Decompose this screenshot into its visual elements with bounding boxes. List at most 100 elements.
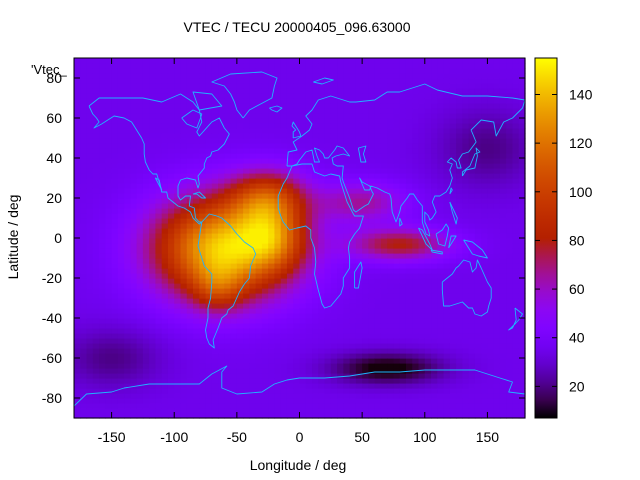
heatmap-cell — [136, 398, 144, 404]
heatmap-cell — [349, 148, 357, 154]
heatmap-cell — [456, 218, 463, 224]
heatmap-cell — [249, 378, 257, 384]
heatmap-cell — [218, 113, 225, 119]
heatmap-cell — [299, 143, 307, 149]
heatmap-cell — [424, 208, 432, 214]
heatmap-cell — [255, 63, 263, 69]
heatmap-cell — [418, 103, 426, 109]
heatmap-cell — [186, 368, 194, 374]
heatmap-cell — [74, 103, 81, 109]
heatmap-cell — [474, 258, 482, 264]
heatmap-cell — [230, 168, 238, 174]
heatmap-cell — [493, 103, 501, 109]
heatmap-cell — [274, 368, 282, 374]
heatmap-cell — [155, 73, 163, 79]
heatmap-cell — [362, 353, 369, 359]
heatmap-cell — [92, 63, 100, 69]
heatmap-cell — [443, 313, 451, 319]
heatmap-cell — [218, 343, 225, 349]
heatmap-cell — [286, 268, 294, 274]
heatmap-cell — [399, 323, 407, 329]
heatmap-cell — [487, 253, 495, 259]
heatmap-cell — [230, 138, 238, 144]
heatmap-cell — [105, 383, 113, 389]
heatmap-cell — [299, 83, 307, 89]
heatmap-cell — [487, 133, 495, 139]
heatmap-cell — [293, 83, 301, 89]
heatmap-cell — [506, 413, 514, 419]
heatmap-cell — [261, 353, 269, 359]
heatmap-cell — [393, 213, 401, 219]
heatmap-cell — [243, 203, 250, 209]
heatmap-cell — [224, 408, 232, 414]
heatmap-cell — [149, 138, 157, 144]
heatmap-cell — [174, 228, 182, 234]
heatmap-cell — [437, 83, 445, 89]
heatmap-cell — [437, 108, 445, 114]
heatmap-cell — [105, 213, 113, 219]
heatmap-cell — [355, 253, 363, 259]
heatmap-cell — [299, 118, 307, 124]
heatmap-cell — [199, 148, 207, 154]
heatmap-cell — [412, 233, 420, 239]
heatmap-cell — [124, 133, 131, 139]
heatmap-cell — [224, 228, 232, 234]
heatmap-cell — [456, 328, 463, 334]
heatmap-cell — [261, 198, 269, 204]
heatmap-cell — [349, 113, 357, 119]
heatmap-cell — [149, 63, 157, 69]
heatmap-cell — [487, 388, 495, 394]
heatmap-cell — [167, 318, 175, 324]
heatmap-cell — [412, 308, 420, 314]
heatmap-cell — [211, 408, 219, 414]
heatmap-cell — [180, 363, 188, 369]
heatmap-cell — [161, 403, 169, 409]
heatmap-cell — [124, 288, 131, 294]
heatmap-cell — [111, 373, 119, 379]
heatmap-cell — [305, 248, 313, 254]
heatmap-cell — [487, 83, 495, 89]
heatmap-cell — [186, 248, 194, 254]
heatmap-cell — [456, 193, 463, 199]
heatmap-cell — [167, 268, 175, 274]
heatmap-cell — [261, 203, 269, 209]
heatmap-cell — [193, 128, 200, 134]
heatmap-cell — [286, 218, 294, 224]
heatmap-cell — [186, 243, 194, 249]
heatmap-cell — [211, 328, 219, 334]
heatmap-cell — [224, 63, 232, 69]
heatmap-cell — [199, 173, 207, 179]
heatmap-cell — [117, 78, 125, 84]
heatmap-cell — [249, 138, 257, 144]
heatmap-cell — [193, 398, 200, 404]
heatmap-cell — [224, 283, 232, 289]
heatmap-cell — [312, 283, 319, 289]
heatmap-cell — [274, 328, 282, 334]
heatmap-cell — [393, 318, 401, 324]
heatmap-cell — [142, 118, 150, 124]
heatmap-cell — [312, 98, 319, 104]
heatmap-cell — [337, 68, 344, 74]
heatmap-cell — [387, 173, 395, 179]
heatmap-cell — [487, 328, 495, 334]
heatmap-cell — [142, 228, 150, 234]
heatmap-cell — [418, 93, 426, 99]
heatmap-cell — [474, 343, 482, 349]
heatmap-cell — [362, 223, 369, 229]
heatmap-cell — [343, 183, 351, 189]
heatmap-cell — [318, 98, 326, 104]
heatmap-cell — [155, 158, 163, 164]
heatmap-cell — [211, 198, 219, 204]
heatmap-cell — [243, 223, 250, 229]
heatmap-cell — [186, 58, 194, 64]
heatmap-cell — [230, 108, 238, 114]
heatmap-cell — [474, 318, 482, 324]
heatmap-cell — [130, 333, 138, 339]
heatmap-cell — [105, 113, 113, 119]
heatmap-cell — [161, 358, 169, 364]
heatmap-cell — [199, 383, 207, 389]
heatmap-cell — [142, 338, 150, 344]
heatmap-cell — [299, 103, 307, 109]
heatmap-cell — [224, 368, 232, 374]
heatmap-cell — [449, 378, 457, 384]
